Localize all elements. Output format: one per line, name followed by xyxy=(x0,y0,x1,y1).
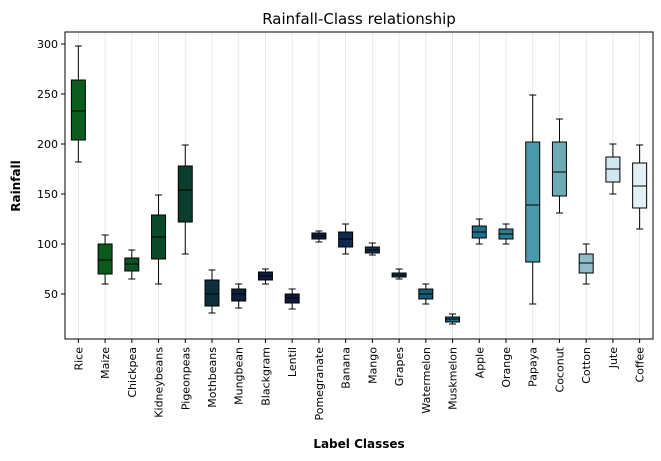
box-banana xyxy=(338,223,354,255)
x-axis-label: Label Classes xyxy=(313,437,404,451)
x-tick-label: Apple xyxy=(473,347,486,379)
box-orange xyxy=(498,223,514,245)
box-rice xyxy=(70,45,86,163)
box-pigeonpeas xyxy=(177,144,193,255)
x-tick-label: Chickpea xyxy=(126,347,139,398)
y-tick-label: 250 xyxy=(37,88,58,101)
y-tick-label: 150 xyxy=(37,188,58,201)
box-coconut xyxy=(551,118,567,214)
x-tick-label: Pigeonpeas xyxy=(179,347,192,410)
x-tick-label: Mungbean xyxy=(233,347,246,405)
x-tick-label: Coffee xyxy=(634,347,647,383)
box-watermelon xyxy=(418,283,434,305)
box-cotton xyxy=(578,243,594,285)
x-tick-label: Jute xyxy=(607,347,620,370)
x-tick-label: Banana xyxy=(340,347,353,389)
x-tick-label: Blackgram xyxy=(259,347,272,406)
x-tick-label: Kidneybeans xyxy=(153,347,166,418)
x-tick-label: Mango xyxy=(366,347,379,384)
iqr-box xyxy=(177,165,193,223)
box-jute xyxy=(605,143,621,195)
iqr-box xyxy=(551,141,567,197)
box-mothbeans xyxy=(204,269,220,314)
box-kidneybeans xyxy=(151,194,167,285)
box-lentil xyxy=(284,288,300,310)
box-papaya xyxy=(525,94,541,305)
box-chickpea xyxy=(124,249,140,280)
box-pomegranate xyxy=(311,230,327,243)
x-axis: Rice Maize Chickpea Kidneybeans Pigeonpeas Mo… xyxy=(72,339,647,421)
iqr-box xyxy=(525,141,541,263)
y-tick-label: 100 xyxy=(37,238,58,251)
box-plots xyxy=(70,45,648,325)
x-tick-label: Grapes xyxy=(393,347,406,387)
iqr-box xyxy=(97,243,113,275)
x-tick-label: Muskmelon xyxy=(447,347,460,410)
plot-frame xyxy=(64,31,654,340)
y-tick-label: 50 xyxy=(44,288,58,301)
y-axis-label: Rainfall xyxy=(9,160,23,212)
x-tick-label: Watermelon xyxy=(420,347,433,414)
box-maize xyxy=(97,234,113,285)
iqr-box xyxy=(70,79,86,141)
box-grapes xyxy=(391,268,407,280)
y-axis: 50 100 150 200 250 300 xyxy=(37,38,65,301)
y-tick-label: 200 xyxy=(37,138,58,151)
x-tick-label: Lentil xyxy=(286,347,299,377)
box-coffee xyxy=(632,144,648,230)
box-mango xyxy=(364,242,380,256)
box-blackgram xyxy=(257,268,273,285)
x-tick-label: Pomegranate xyxy=(313,347,326,421)
x-tick-label: Rice xyxy=(72,347,85,371)
iqr-box xyxy=(231,288,247,302)
x-tick-label: Mothbeans xyxy=(206,347,219,408)
x-tick-label: Orange xyxy=(500,347,513,388)
iqr-box xyxy=(204,279,220,307)
x-tick-label: Cotton xyxy=(580,347,593,384)
box-mungbean xyxy=(231,283,247,309)
chart-title: Rainfall-Class relationship xyxy=(262,10,456,28)
box-apple xyxy=(471,218,487,245)
y-tick-label: 300 xyxy=(37,38,58,51)
x-tick-label: Coconut xyxy=(553,346,566,392)
box-muskmelon xyxy=(445,313,461,325)
x-tick-label: Papaya xyxy=(527,347,540,387)
x-tick-label: Maize xyxy=(99,347,112,379)
